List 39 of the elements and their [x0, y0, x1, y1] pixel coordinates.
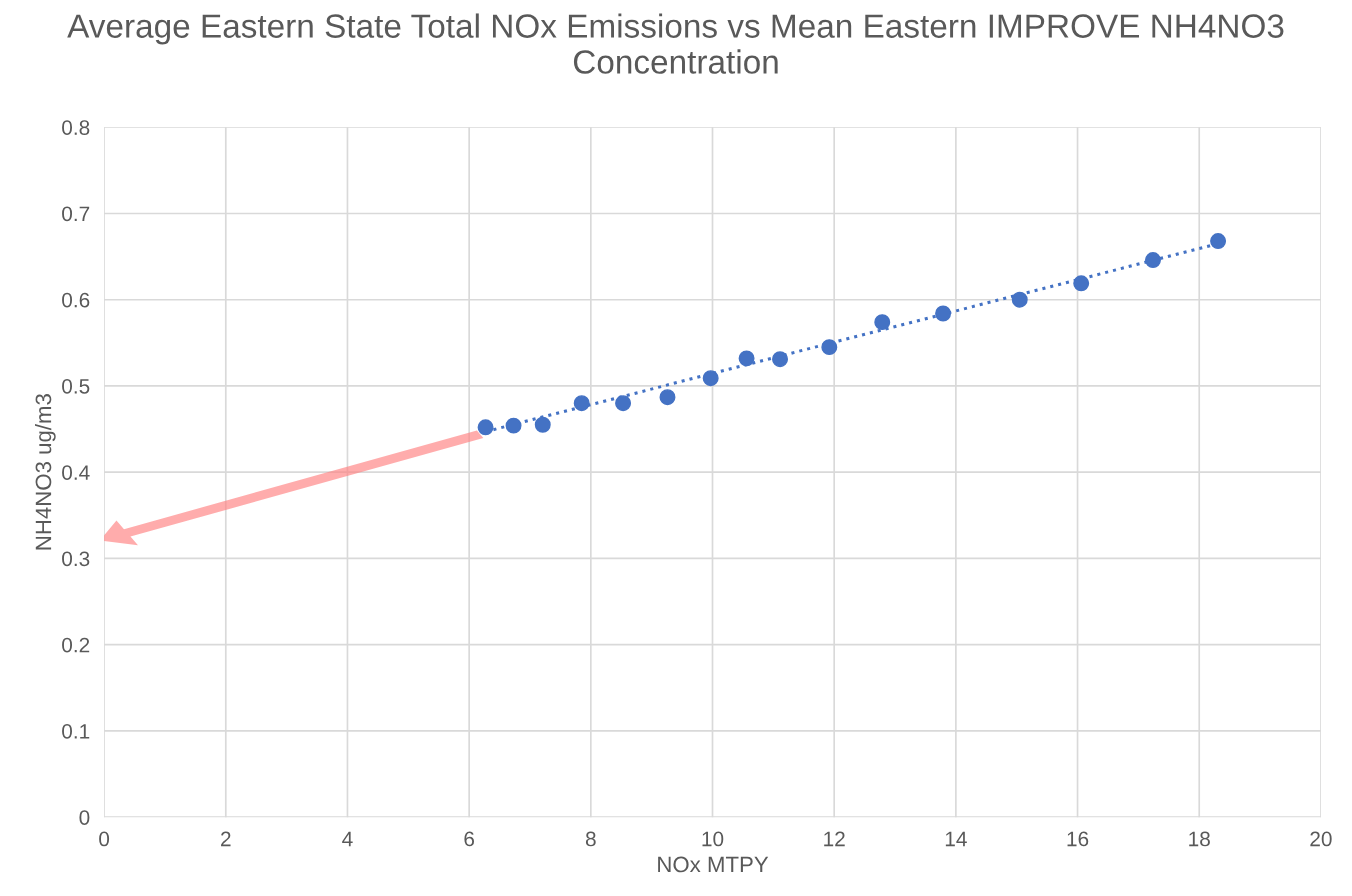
- point: [659, 389, 676, 406]
- x-tick-label: 4: [342, 831, 353, 847]
- point: [1011, 291, 1028, 308]
- point: [477, 419, 494, 436]
- point: [935, 305, 952, 322]
- point: [1210, 233, 1227, 250]
- x-tick-label: 6: [464, 831, 475, 847]
- point: [874, 314, 891, 331]
- x-axis-title: NOx MTPY: [658, 856, 769, 873]
- y-tick-label: 0.3: [62, 551, 90, 567]
- y-tick-label: 0.8: [62, 120, 90, 135]
- x-tick-label: 16: [1067, 831, 1089, 847]
- x-tick-label: 20: [1310, 831, 1332, 847]
- point: [615, 395, 632, 412]
- y-tick-label: 0.2: [62, 637, 90, 653]
- y-tick-label: 0.6: [62, 292, 90, 308]
- y-tick-label: 0.4: [62, 465, 90, 480]
- point: [505, 417, 522, 434]
- x-tick-label: 18: [1189, 831, 1210, 847]
- y-tick-label: 0.7: [62, 206, 90, 222]
- y-tick-label: 0.5: [62, 378, 90, 394]
- x-tick-label: 2: [221, 831, 231, 847]
- chart-title: Average Eastern State Total NOx Emissions vs Mean Eastern IMPROVE NH4NO3 Concentration: [67, 13, 1284, 74]
- point: [821, 339, 838, 356]
- point: [772, 351, 789, 368]
- x-tick-label: 10: [702, 831, 724, 847]
- point: [534, 416, 551, 433]
- y-axis-title: NH4NO3 ug/m3: [34, 394, 56, 550]
- point: [1145, 252, 1161, 269]
- x-tick-label: 0: [99, 831, 110, 847]
- point: [738, 350, 755, 367]
- point: [1073, 275, 1090, 292]
- x-tick-label: 12: [824, 831, 845, 847]
- point: [573, 395, 590, 412]
- y-tick-label: 0.1: [62, 723, 90, 739]
- x-tick-label: 8: [585, 831, 596, 847]
- y-tick-label: 0: [79, 810, 90, 825]
- x-tick-label: 14: [945, 831, 967, 847]
- point: [702, 370, 719, 387]
